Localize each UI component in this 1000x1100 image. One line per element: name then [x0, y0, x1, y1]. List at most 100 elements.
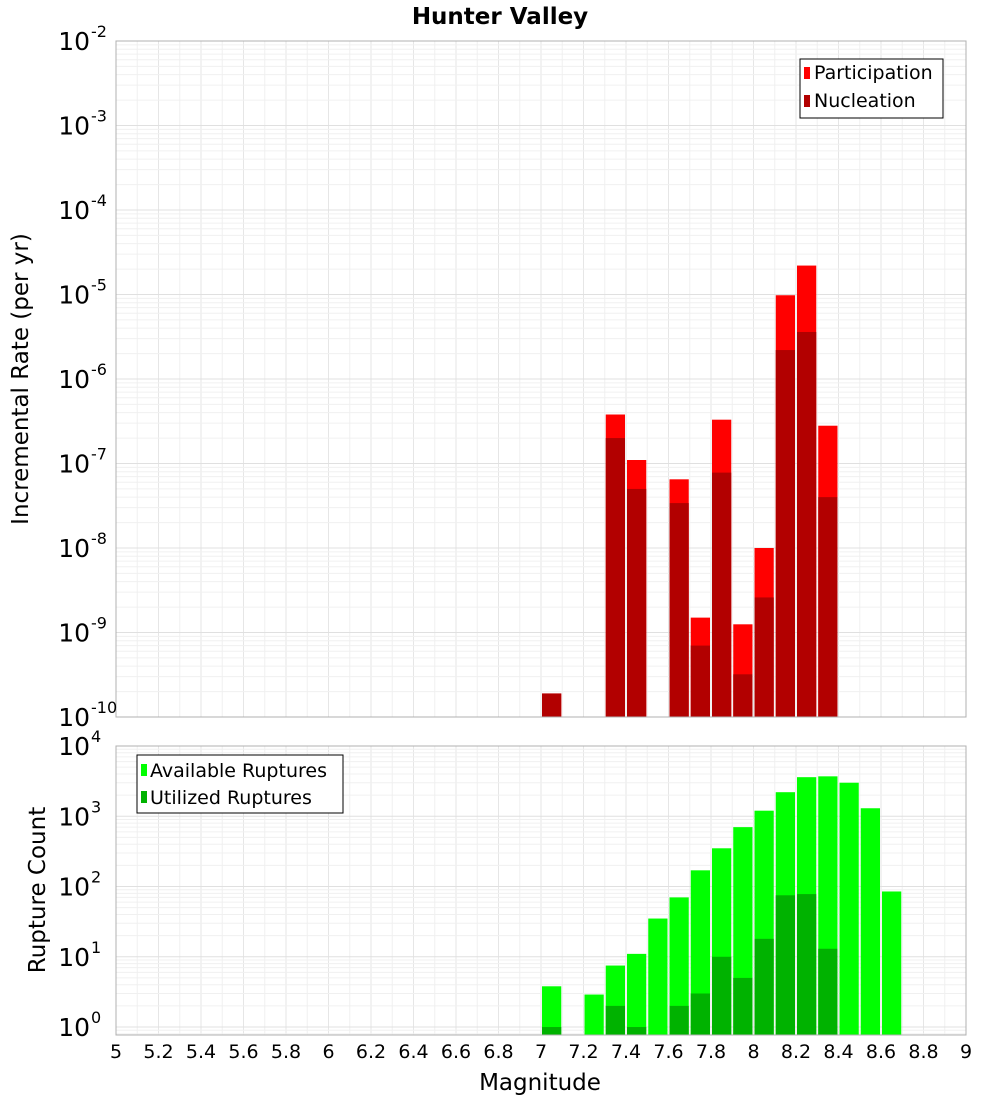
- top-plot-border: [115, 40, 967, 718]
- y-tick-exponent: 2: [91, 868, 101, 887]
- y-tick-exponent: -8: [91, 529, 107, 548]
- bar-available-ruptures: [584, 994, 604, 1035]
- y-tick-exponent: 4: [91, 727, 101, 746]
- x-tick-label: 8.6: [866, 1041, 896, 1063]
- bar-utilized-ruptures: [775, 895, 795, 1035]
- bar-nucleation: [712, 472, 732, 717]
- top-legend-box: [799, 58, 944, 119]
- y-tick-label: 10: [58, 619, 90, 648]
- bottom-legend[interactable]: Available Ruptures Utilized Ruptures: [136, 754, 344, 814]
- bar-utilized-ruptures: [542, 1027, 562, 1035]
- x-tick-label: 5: [110, 1041, 122, 1063]
- bar-available-ruptures: [882, 891, 902, 1035]
- bar-nucleation: [775, 350, 795, 717]
- x-tick-label: 7.6: [653, 1041, 683, 1063]
- top-y-axis-label: Incremental Rate (per yr): [8, 233, 34, 525]
- bar-utilized-ruptures: [690, 993, 710, 1035]
- x-tick-label: 8.8: [908, 1041, 938, 1063]
- x-tick-label: 5.4: [186, 1041, 216, 1063]
- bar-nucleation: [542, 693, 562, 717]
- x-tick-label: 7.8: [696, 1041, 726, 1063]
- x-axis-label: Magnitude: [479, 1070, 601, 1096]
- y-tick-label: 10: [58, 112, 90, 141]
- y-tick-exponent: 1: [91, 938, 101, 957]
- top-gridlines: [115, 40, 967, 718]
- bar-nucleation: [690, 645, 710, 717]
- legend-label-available: Available Ruptures: [150, 760, 327, 782]
- bar-available-ruptures: [860, 808, 880, 1035]
- bar-available-ruptures: [648, 918, 668, 1035]
- y-tick-label: 10: [58, 534, 90, 563]
- bar-utilized-ruptures: [797, 894, 817, 1035]
- x-tick-label: 6.2: [356, 1041, 386, 1063]
- bar-utilized-ruptures: [605, 1005, 625, 1035]
- y-tick-label: 10: [58, 802, 90, 831]
- y-tick-exponent: -3: [91, 107, 107, 126]
- bar-utilized-ruptures: [733, 977, 753, 1035]
- legend-swatch-available: [141, 764, 147, 776]
- bar-utilized-ruptures: [712, 956, 732, 1035]
- x-tick-label: 5.2: [143, 1041, 173, 1063]
- legend-swatch-participation: [804, 67, 810, 79]
- y-tick-exponent: -4: [91, 191, 107, 210]
- y-tick-label: 10: [58, 943, 90, 972]
- y-tick-exponent: -5: [91, 276, 107, 295]
- x-tick-label: 5.6: [228, 1041, 258, 1063]
- y-tick-label: 10: [58, 732, 90, 761]
- legend-label-utilized: Utilized Ruptures: [150, 787, 312, 809]
- x-tick-label: 7: [535, 1041, 547, 1063]
- bar-nucleation: [627, 488, 647, 717]
- bar-utilized-ruptures: [669, 1005, 689, 1035]
- x-tick-label: 9: [960, 1041, 972, 1063]
- bar-nucleation: [605, 438, 625, 717]
- y-tick-label: 10: [58, 196, 90, 225]
- x-tick-label: 8.4: [823, 1041, 853, 1063]
- y-tick-exponent: 0: [91, 1008, 101, 1027]
- bar-nucleation: [754, 597, 774, 717]
- bottom-plot-border: [115, 745, 967, 1036]
- y-tick-label: 10: [58, 1013, 90, 1042]
- legend-label-nucleation: Nucleation: [814, 90, 916, 112]
- y-tick-label: 10: [58, 873, 90, 902]
- bar-nucleation: [818, 497, 838, 717]
- y-tick-label: 10: [58, 365, 90, 394]
- bottom-y-axis-label: Rupture Count: [25, 807, 51, 973]
- top-legend[interactable]: Participation Nucleation: [799, 58, 944, 119]
- y-tick-label: 10: [58, 703, 90, 732]
- bottom-bars: [542, 776, 902, 1035]
- y-tick-label: 10: [58, 27, 90, 56]
- legend-swatch-utilized: [141, 791, 147, 803]
- bar-utilized-ruptures: [754, 938, 774, 1035]
- chart-title: Hunter Valley: [412, 4, 588, 30]
- bar-available-ruptures: [627, 953, 647, 1035]
- x-tick-label: 8.2: [781, 1041, 811, 1063]
- bar-utilized-ruptures: [818, 948, 838, 1035]
- x-tick-label: 7.4: [611, 1041, 641, 1063]
- x-tick-label: 6.4: [398, 1041, 428, 1063]
- legend-swatch-nucleation: [804, 95, 810, 107]
- y-tick-exponent: -9: [91, 614, 107, 633]
- bar-available-ruptures: [542, 986, 562, 1035]
- x-tick-label: 6.8: [483, 1041, 513, 1063]
- x-tick-label: 6: [322, 1041, 334, 1063]
- top-bars: [542, 265, 838, 717]
- bottom-legend-box: [136, 754, 344, 814]
- y-tick-exponent: 3: [91, 797, 101, 816]
- x-tick-label: 7.2: [568, 1041, 598, 1063]
- y-tick-exponent: -10: [91, 698, 117, 717]
- x-tick-label: 8: [747, 1041, 759, 1063]
- bar-nucleation: [669, 503, 689, 717]
- bar-nucleation: [733, 674, 753, 717]
- bar-utilized-ruptures: [627, 1027, 647, 1035]
- y-tick-exponent: -7: [91, 445, 107, 464]
- y-tick-label: 10: [58, 450, 90, 479]
- y-tick-exponent: -6: [91, 360, 107, 379]
- x-tick-labels: 5 5.2 5.4 5.6 5.8 6 6.2 6.4 6.6 6.8 7 7.2 7.4 7.6 7.8 8…: [110, 1041, 972, 1063]
- legend-label-participation: Participation: [814, 62, 933, 84]
- y-tick-exponent: -2: [91, 22, 107, 41]
